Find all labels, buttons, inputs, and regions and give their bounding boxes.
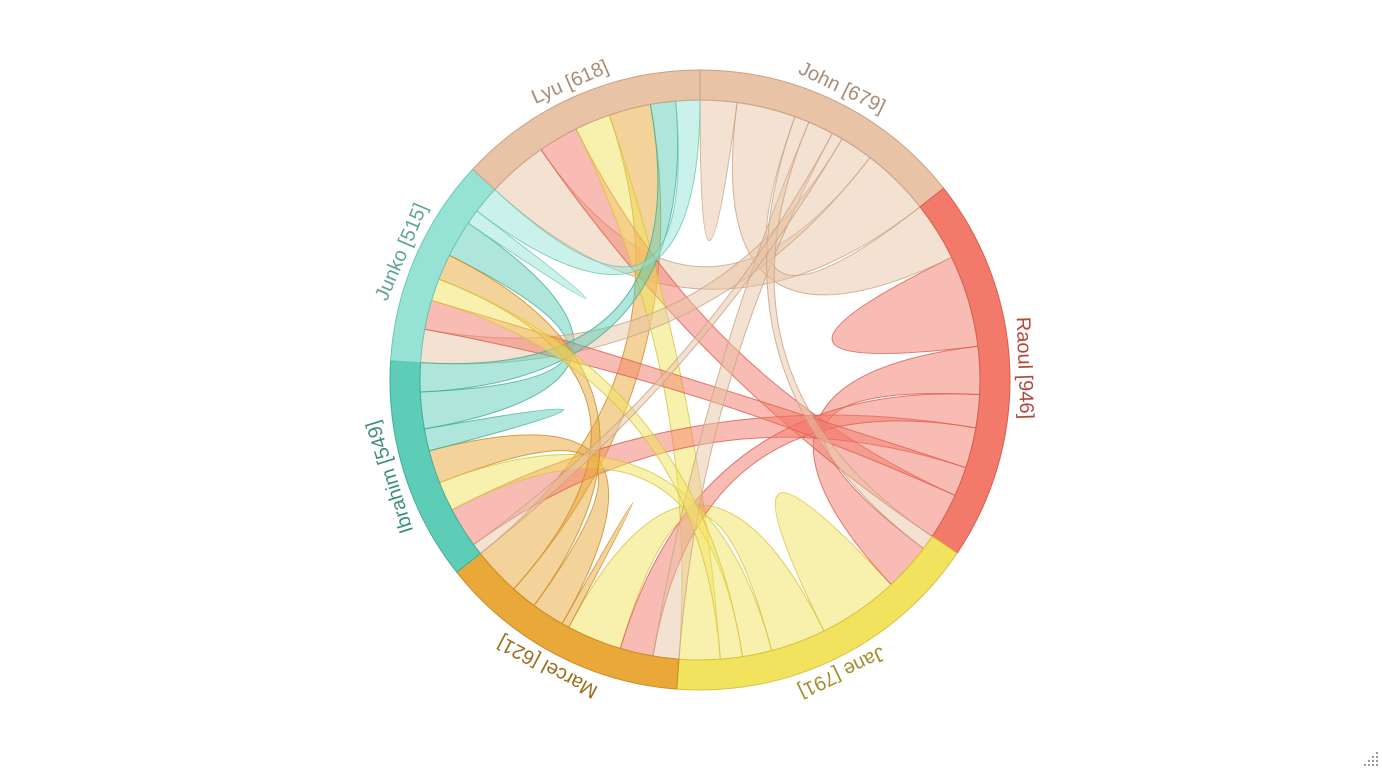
group-label-raoul: Raoul [946] [1012,316,1038,419]
group-arcs-layer [389,69,1011,691]
chords-layer [419,99,981,661]
group-arc-lyu[interactable] [472,69,701,191]
chord-john-john[interactable] [699,99,738,242]
resize-grip-icon[interactable] [1358,746,1380,768]
